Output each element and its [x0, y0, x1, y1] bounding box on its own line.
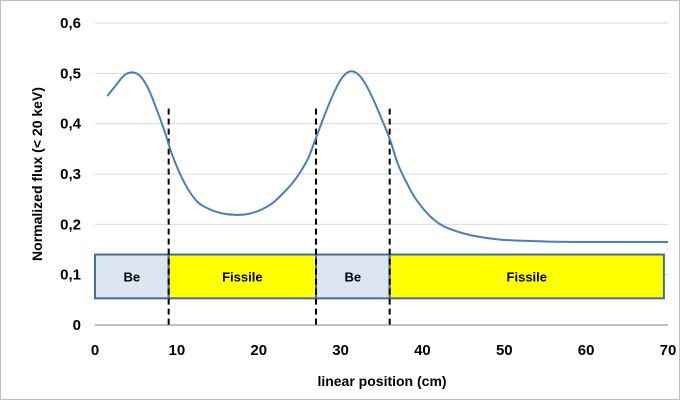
y-tick-labels: 0 0,1 0,2 0,3 0,4 0,5 0,6: [60, 15, 82, 334]
y-tick-label: 0,3: [60, 166, 81, 183]
region-label: Be: [124, 269, 141, 284]
x-tick-label: 10: [169, 342, 186, 359]
x-tick-label: 20: [250, 342, 267, 359]
region-bands: Be Fissile Be Fissile: [94, 253, 665, 300]
y-tick-label: 0,4: [60, 116, 82, 133]
x-tick-label: 50: [496, 342, 513, 359]
x-tick-labels: 0 10 20 30 40 50 60 70: [91, 342, 677, 359]
region-label: Be: [345, 269, 362, 284]
y-tick-label: 0,6: [60, 15, 81, 32]
x-tick-label: 30: [332, 342, 349, 359]
y-tick-label: 0,5: [60, 65, 81, 82]
region-label: Fissile: [222, 269, 262, 284]
x-tick-label: 60: [578, 342, 595, 359]
region-band-be: [315, 253, 391, 300]
region-label: Fissile: [507, 269, 547, 284]
flux-line: [106, 70, 668, 243]
x-tick-label: 0: [91, 342, 99, 359]
y-tick-label: 0,1: [60, 267, 81, 284]
x-axis-title: linear position (cm): [317, 373, 446, 389]
region-band-fissile: [388, 253, 665, 300]
gridlines: [95, 22, 668, 276]
x-tick-label: 40: [414, 342, 431, 359]
y-tick-label: 0: [73, 317, 81, 334]
x-tick-label: 70: [660, 342, 677, 359]
y-tick-label: 0,2: [60, 216, 81, 233]
y-axis-title: Normalized flux (< 20 keV): [29, 87, 45, 261]
region-dividers: [167, 108, 391, 325]
